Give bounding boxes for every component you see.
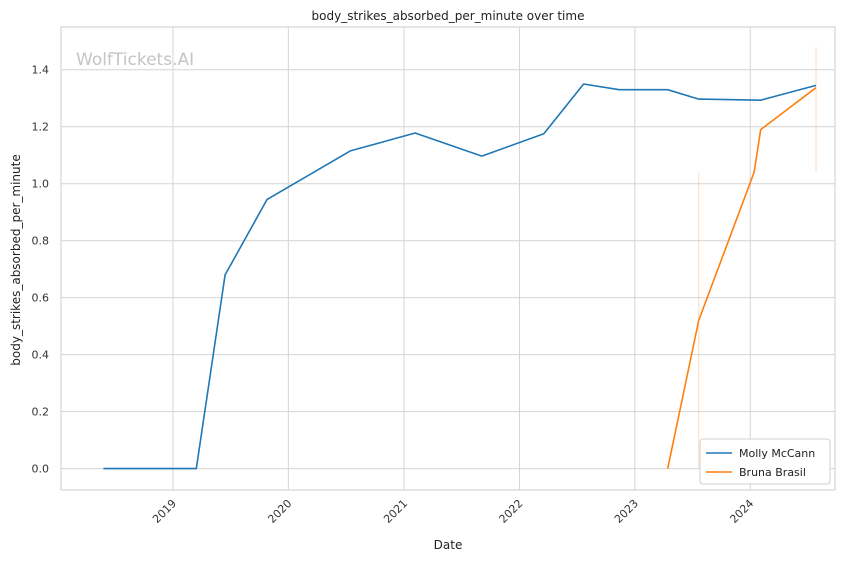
watermark: WolfTickets.AI — [76, 50, 194, 70]
x-tick-labels: 2019 2020 2021 2022 2023 2024 — [150, 497, 756, 526]
y-tick-label: 0.2 — [32, 406, 50, 419]
x-tick-label: 2023 — [612, 497, 641, 526]
x-tick-label: 2022 — [497, 497, 526, 526]
y-axis-label: body_strikes_absorbed_per_minute — [9, 154, 23, 365]
series-line-molly-mccann — [103, 83, 817, 470]
y-tick-label: 0.6 — [32, 292, 50, 305]
plot-area — [60, 26, 836, 491]
y-tick-label: 0.4 — [32, 349, 50, 362]
legend-label-molly-mccann: Molly McCann — [739, 447, 815, 460]
y-tick-label: 0.8 — [32, 235, 50, 248]
legend-label-bruna-brasil: Bruna Brasil — [739, 466, 806, 479]
y-tick-label: 0.0 — [32, 463, 50, 476]
legend-box — [699, 438, 831, 485]
x-tick-label: 2024 — [727, 497, 756, 526]
x-tick-label: 2021 — [381, 497, 410, 526]
x-tick-label: 2020 — [265, 497, 294, 526]
y-tick-labels: 0.0 0.2 0.4 0.6 0.8 1.0 1.2 1.4 — [32, 64, 50, 476]
y-tick-label: 1.4 — [32, 64, 50, 77]
legend: Molly McCann Bruna Brasil — [699, 438, 831, 485]
plot-frame — [60, 26, 836, 491]
y-tick-label: 1.2 — [32, 121, 50, 134]
x-axis-label: Date — [434, 538, 463, 552]
x-tick-label: 2019 — [150, 497, 179, 526]
series-lines — [103, 83, 817, 470]
chart-title: body_strikes_absorbed_per_minute over ti… — [312, 9, 585, 23]
series-line-bruna-brasil — [666, 87, 817, 469]
y-tick-label: 1.0 — [32, 178, 50, 191]
grid — [61, 27, 835, 490]
